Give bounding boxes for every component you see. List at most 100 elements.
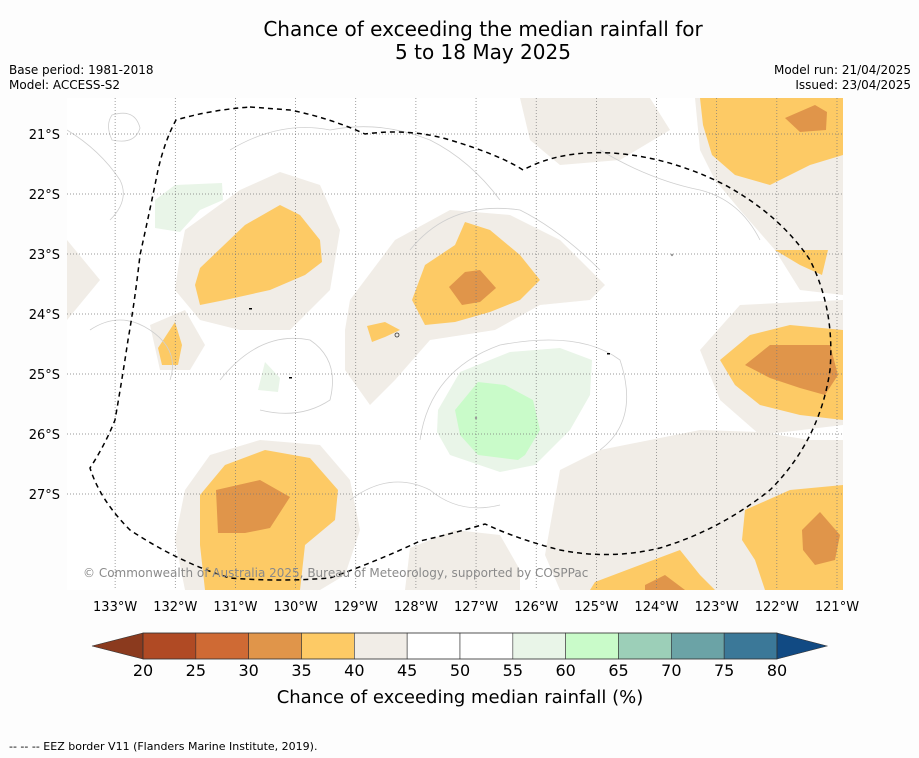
info-left: Base period: 1981-2018 Model: ACCESS-S2 [9,63,154,93]
info-right: Model run: 21/04/2025 Issued: 23/04/2025 [774,63,911,93]
title-line-2: 5 to 18 May 2025 [395,40,571,64]
colorbar-swatches [142,632,778,660]
longitude-tick-label: 131°W [213,600,257,615]
latitude-labels: 21°S 22°S 23°S 24°S 25°S 26°S 27°S [29,128,60,503]
region-orange-east [745,345,838,395]
colorbar-swatch [618,632,672,660]
region-yellow-west-small [158,322,182,365]
colorbar-tick-label: 40 [344,661,364,680]
island-marker [607,353,610,355]
region-yellow-west [195,205,322,305]
colorbar-over-arrow [776,632,829,660]
colorbar-tick-label: 35 [291,661,311,680]
latitude-tick-label: 25°S [29,368,60,383]
colorbar-tick-label: 70 [661,661,681,680]
colorbar-swatch [459,632,514,660]
issued-date: Issued: 23/04/2025 [795,78,911,92]
latitude-tick-label: 23°S [29,248,60,263]
latitude-tick-label: 21°S [29,128,60,143]
contour-line [219,337,333,414]
title-line-1: Chance of exceeding the median rainfall … [263,17,703,41]
colorbar-frame [142,632,778,660]
latitude-tick-label: 24°S [29,308,60,323]
colorbar-tick-label: 50 [450,661,470,680]
contour-line [89,319,173,381]
colorbar-tick-label: 65 [608,661,628,680]
contour-lines [67,112,761,509]
latitude-tick-label: 26°S [29,428,60,443]
colorbar-swatch [406,632,461,660]
contour-line [229,126,501,201]
longitude-tick-label: 126°W [514,600,558,615]
colorbar-swatch [248,632,302,660]
colorbar-tick-label: 60 [555,661,575,680]
region-yellow-central-small [367,322,400,342]
graticule [67,98,843,590]
longitude-tick-label: 133°W [93,600,137,615]
colorbar-tick-label: 30 [238,661,258,680]
region-orange-northeast [785,105,827,132]
colorbar-label: Chance of exceeding median rainfall (%) [277,687,644,708]
contour-line [67,129,124,221]
region-beige-south [405,530,520,590]
colorbar-swatch [301,632,355,660]
region-orange-southwest [216,480,290,533]
longitude-tick-label: 123°W [695,600,739,615]
longitude-tick-label: 129°W [334,600,378,615]
region-orange-south [645,575,685,590]
map-area: © Commonwealth of Australia 2025, Bureau… [67,98,843,590]
latitude-tick-label: 22°S [29,188,60,203]
colorbar-tick-label: 55 [503,661,523,680]
contour-line [108,112,141,142]
island-marker [249,308,252,310]
region-lightgreen-west [258,362,280,392]
contour-band-35-40 [158,98,843,590]
colorbar-tick-label: 25 [186,661,206,680]
region-beige-north [520,98,670,165]
copyright-text: © Commonwealth of Australia 2025, Bureau… [83,566,588,580]
model-name: Model: ACCESS-S2 [9,78,121,92]
contour-line [599,149,761,241]
contour-line [349,481,501,509]
colorbar-tick-label: 75 [714,661,734,680]
colorbar: 20 25 30 35 40 45 50 55 60 65 70 75 80 Chance of exc… [91,632,829,708]
colorbar-swatch [512,632,566,660]
eez-footnote: -- -- -- EEZ border V11 (Flanders Marine… [9,740,318,753]
island-marker [394,332,400,338]
colorbar-swatch [142,632,197,660]
longitude-tick-label: 125°W [574,600,618,615]
colorbar-under-arrow [91,632,144,660]
colorbar-swatch [723,632,778,660]
colorbar-swatch [354,632,408,660]
colorbar-swatch [195,632,249,660]
colorbar-tick-labels: 20 25 30 35 40 45 50 55 60 65 70 75 80 [133,661,787,680]
longitude-tick-label: 124°W [634,600,678,615]
contour-line [419,339,628,451]
island-marker [289,377,292,379]
latitude-tick-label: 27°S [29,488,60,503]
longitude-labels: 133°W 132°W 131°W 130°W 129°W 128°W 127°W 126°W… [93,600,859,615]
longitude-tick-label: 130°W [274,600,318,615]
colorbar-tick-label: 80 [767,661,787,680]
longitude-tick-label: 121°W [815,600,859,615]
colorbar-tick-label: 20 [133,661,153,680]
longitude-tick-label: 122°W [755,600,799,615]
base-period: Base period: 1981-2018 [9,63,154,77]
colorbar-tick-label: 45 [397,661,417,680]
island-marker [474,416,478,420]
region-orange-southeast [802,512,840,565]
region-orange-central [449,270,496,305]
island-marker [670,253,674,257]
map-title: Chance of exceeding the median rainfall … [0,18,919,64]
region-yellow-south [590,550,715,590]
region-yellow-east-strip [775,250,828,275]
contour-band-30-35 [216,105,840,590]
longitude-tick-label: 132°W [153,600,197,615]
contour-line [409,207,601,271]
model-run: Model run: 21/04/2025 [773,63,911,77]
colorbar-swatch [671,632,725,660]
region-beige-far-west [67,240,100,320]
region-lightgreen-northwest [155,183,223,232]
longitude-tick-label: 128°W [394,600,438,615]
